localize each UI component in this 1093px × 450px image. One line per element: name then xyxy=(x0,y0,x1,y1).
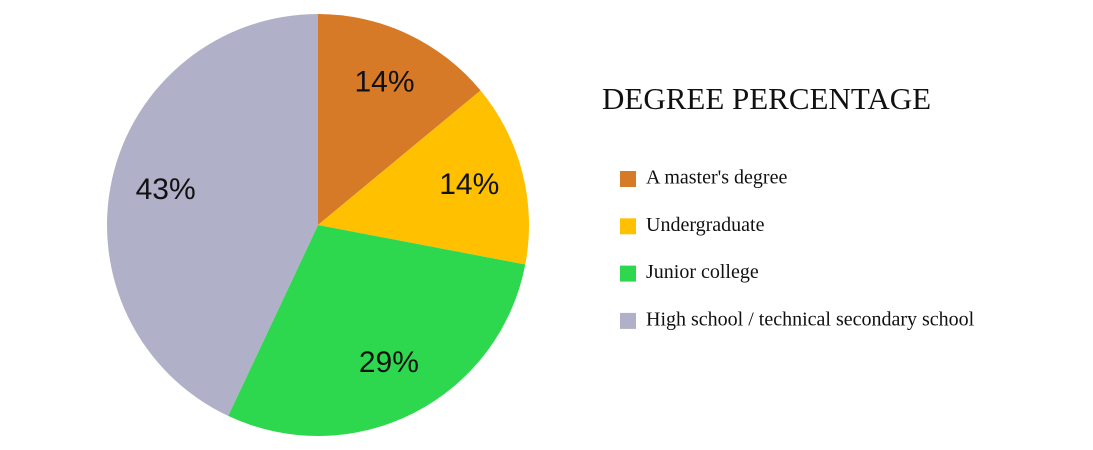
slice-label: 29% xyxy=(359,346,419,379)
legend-label: Junior college xyxy=(646,261,759,283)
pie-slice xyxy=(228,225,526,437)
legend-label: High school / technical secondary school xyxy=(646,308,975,330)
legend-swatch xyxy=(620,265,636,282)
legend-label: A master's degree xyxy=(646,167,787,189)
slice-label: 43% xyxy=(136,173,196,206)
chart-title: DEGREE PERCENTAGE xyxy=(602,81,931,116)
legend-swatch xyxy=(620,312,636,329)
pie-slice xyxy=(106,14,318,416)
slice-label: 14% xyxy=(439,168,499,201)
legend-swatch xyxy=(620,218,636,235)
slice-label: 14% xyxy=(354,66,414,99)
pie-slice xyxy=(318,90,529,265)
pie-slice xyxy=(318,14,481,225)
legend-swatch xyxy=(620,171,636,187)
legend-label: Undergraduate xyxy=(646,214,765,236)
